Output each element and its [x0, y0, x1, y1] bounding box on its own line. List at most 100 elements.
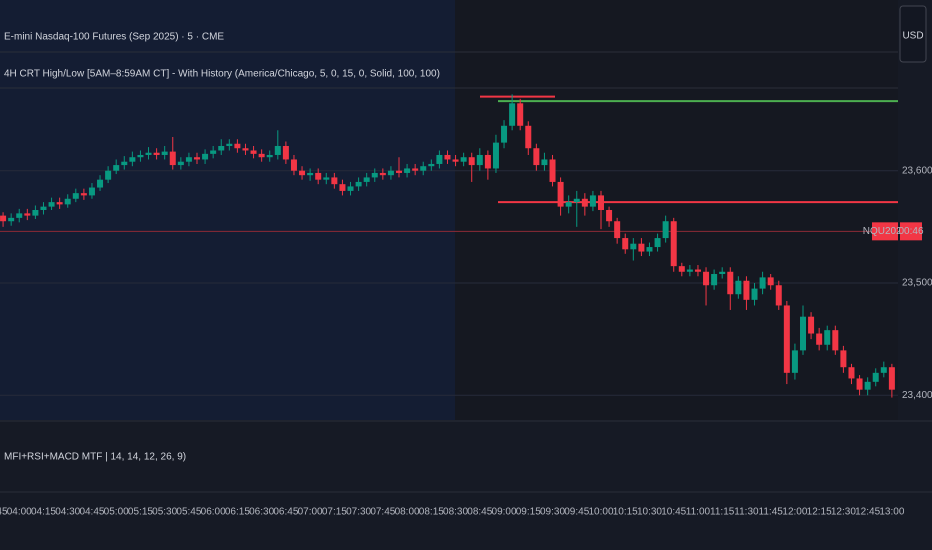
candle-body	[468, 157, 475, 166]
x-tick-label: 05:30	[152, 507, 177, 518]
candle-body	[363, 177, 370, 182]
candle-body	[589, 195, 596, 207]
candle-body	[274, 145, 281, 155]
candle-body	[282, 145, 289, 160]
candle-body	[800, 316, 806, 351]
candle-body	[460, 157, 467, 162]
candle-body	[492, 142, 499, 169]
candle-body	[355, 181, 362, 187]
candle-body	[185, 157, 192, 162]
x-tick-label: 05:15	[128, 507, 153, 518]
candle-body	[299, 170, 306, 176]
candle-body	[436, 154, 443, 164]
x-tick-label: 04:00	[7, 507, 32, 518]
candle-body	[541, 159, 548, 166]
x-tick-label: 08:30	[443, 507, 468, 518]
candle-body	[113, 165, 120, 171]
x-tick-label: 11:45	[759, 507, 784, 518]
candle-body	[315, 172, 322, 180]
x-tick-label: 12:15	[807, 507, 832, 518]
candle-body	[97, 179, 104, 188]
candle-body	[404, 168, 411, 173]
candle-body	[767, 277, 774, 286]
candle-body	[565, 202, 572, 207]
candle-body	[121, 161, 128, 166]
price-tag-symbol: NQU2025	[863, 226, 908, 237]
candle-body	[880, 367, 887, 373]
candle-body	[242, 148, 249, 151]
candle-body	[759, 277, 766, 289]
candle-body	[444, 154, 451, 160]
x-tick-label: 06:45	[273, 507, 298, 518]
candle-body	[484, 154, 491, 169]
candle-body	[16, 213, 23, 218]
x-tick-label: 09:45	[564, 507, 589, 518]
candle-body	[703, 271, 710, 286]
candle-body	[816, 333, 823, 345]
candle-body	[379, 172, 386, 176]
candle-body	[339, 184, 346, 191]
x-tick-label: 05:45	[176, 507, 201, 518]
candle-body	[735, 280, 742, 295]
x-tick-label: 06:30	[249, 507, 274, 518]
candle-body	[177, 161, 184, 166]
currency-button[interactable]	[899, 5, 927, 63]
candle-body	[32, 210, 39, 216]
candle-body	[226, 143, 233, 146]
candle-body	[719, 271, 726, 275]
chart-title: E-mini Nasdaq-100 Futures (Sep 2025) · 5…	[4, 32, 224, 43]
x-tick-label: 08:15	[419, 507, 444, 518]
candle-body	[323, 177, 330, 180]
candle-body	[751, 288, 758, 300]
x-tick-label: 07:45	[370, 507, 395, 518]
x-tick-label: 09:15	[516, 507, 541, 518]
session-shade	[455, 0, 898, 420]
y-tick-label: 23,500.00	[902, 278, 932, 289]
x-tick-label: 10:45	[661, 507, 686, 518]
currency-label[interactable]: USD	[902, 31, 923, 42]
candle-body	[412, 168, 419, 171]
candle-body	[711, 274, 718, 286]
x-tick-label: 09:00	[492, 507, 517, 518]
candle-body	[290, 159, 297, 171]
candle-body	[670, 221, 677, 267]
candle-body	[145, 152, 152, 155]
x-tick-label: 06:00	[201, 507, 226, 518]
x-tick-label: 07:30	[346, 507, 371, 518]
candle-body	[80, 193, 87, 196]
x-tick-label: 11:00	[686, 507, 711, 518]
candle-body	[864, 381, 871, 390]
candle-body	[743, 280, 750, 300]
price-tag-countdown: 00:46	[898, 226, 923, 237]
candle-body	[476, 154, 483, 166]
candle-body	[194, 157, 200, 160]
candle-body	[533, 148, 540, 166]
candle-body	[396, 170, 402, 173]
candle-body	[24, 213, 31, 216]
y-tick-label: 23,600.00	[902, 165, 932, 176]
candle-body	[856, 378, 863, 390]
candle-body	[169, 151, 176, 166]
candle-body	[258, 153, 265, 158]
candle-body	[48, 202, 55, 207]
candle-body	[630, 243, 637, 250]
x-tick-label: 03:45	[0, 507, 8, 518]
x-tick-label: 04:15	[31, 507, 56, 518]
x-tick-label: 08:00	[395, 507, 420, 518]
candle-body	[557, 181, 564, 207]
candle-body	[638, 243, 645, 252]
candle-body	[598, 195, 604, 210]
candle-body	[0, 215, 7, 222]
candle-body	[727, 271, 734, 295]
indicator-label: MFI+RSI+MACD MTF | 14, 14, 12, 26, 9)	[4, 452, 186, 463]
candle-body	[840, 350, 847, 368]
candle-body	[210, 150, 217, 154]
candle-body	[234, 143, 241, 149]
indicator-pane	[0, 420, 932, 495]
x-tick-label: 04:30	[55, 507, 80, 518]
candle-body	[824, 330, 831, 345]
candle-body	[420, 166, 427, 171]
x-tick-label: 12:30	[831, 507, 856, 518]
x-tick-label: 11:30	[734, 507, 759, 518]
